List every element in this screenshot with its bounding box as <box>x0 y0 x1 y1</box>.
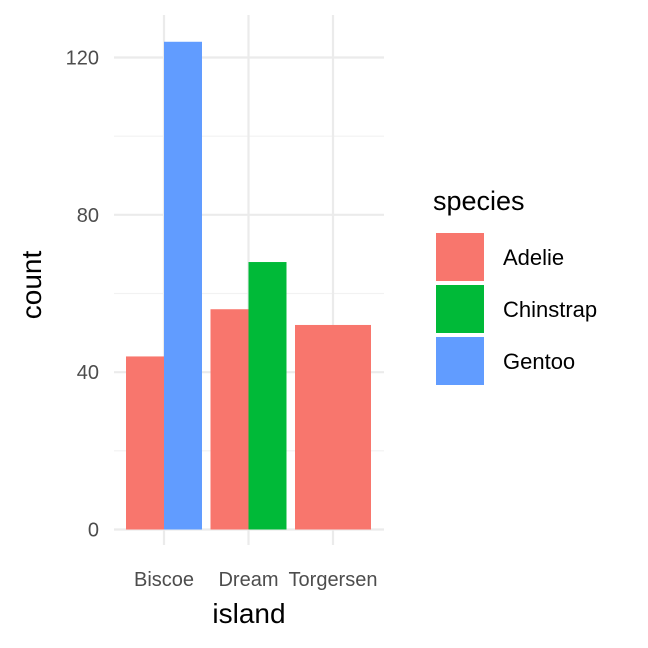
legend-label: Adelie <box>503 245 564 270</box>
plot-panel <box>114 15 384 545</box>
x-axis-ticks: Biscoe Dream Torgersen <box>134 569 377 591</box>
legend-key <box>436 233 484 281</box>
y-axis-ticks: 0 40 80 120 <box>66 48 99 542</box>
legend-key <box>436 285 484 333</box>
y-axis-title: count <box>16 251 47 320</box>
legend-label: Chinstrap <box>503 297 597 322</box>
legend-title: species <box>433 186 525 216</box>
y-tick-label: 80 <box>77 205 99 227</box>
y-tick-label: 40 <box>77 362 99 384</box>
bars <box>126 41 371 530</box>
bar <box>126 356 164 530</box>
x-axis-title: island <box>212 598 285 629</box>
x-tick-label: Dream <box>218 569 278 591</box>
legend-items: Adelie Chinstrap Gentoo <box>436 233 597 385</box>
x-tick-label: Biscoe <box>134 569 194 591</box>
legend-key <box>436 337 484 385</box>
legend-label: Gentoo <box>503 349 575 374</box>
legend: species Adelie Chinstrap Gentoo <box>433 186 597 385</box>
bar <box>164 41 202 530</box>
bar <box>210 309 249 530</box>
bar <box>248 262 287 530</box>
bar <box>295 324 371 530</box>
y-tick-label: 120 <box>66 48 99 70</box>
y-tick-label: 0 <box>88 520 99 542</box>
x-tick-label: Torgersen <box>289 569 378 591</box>
